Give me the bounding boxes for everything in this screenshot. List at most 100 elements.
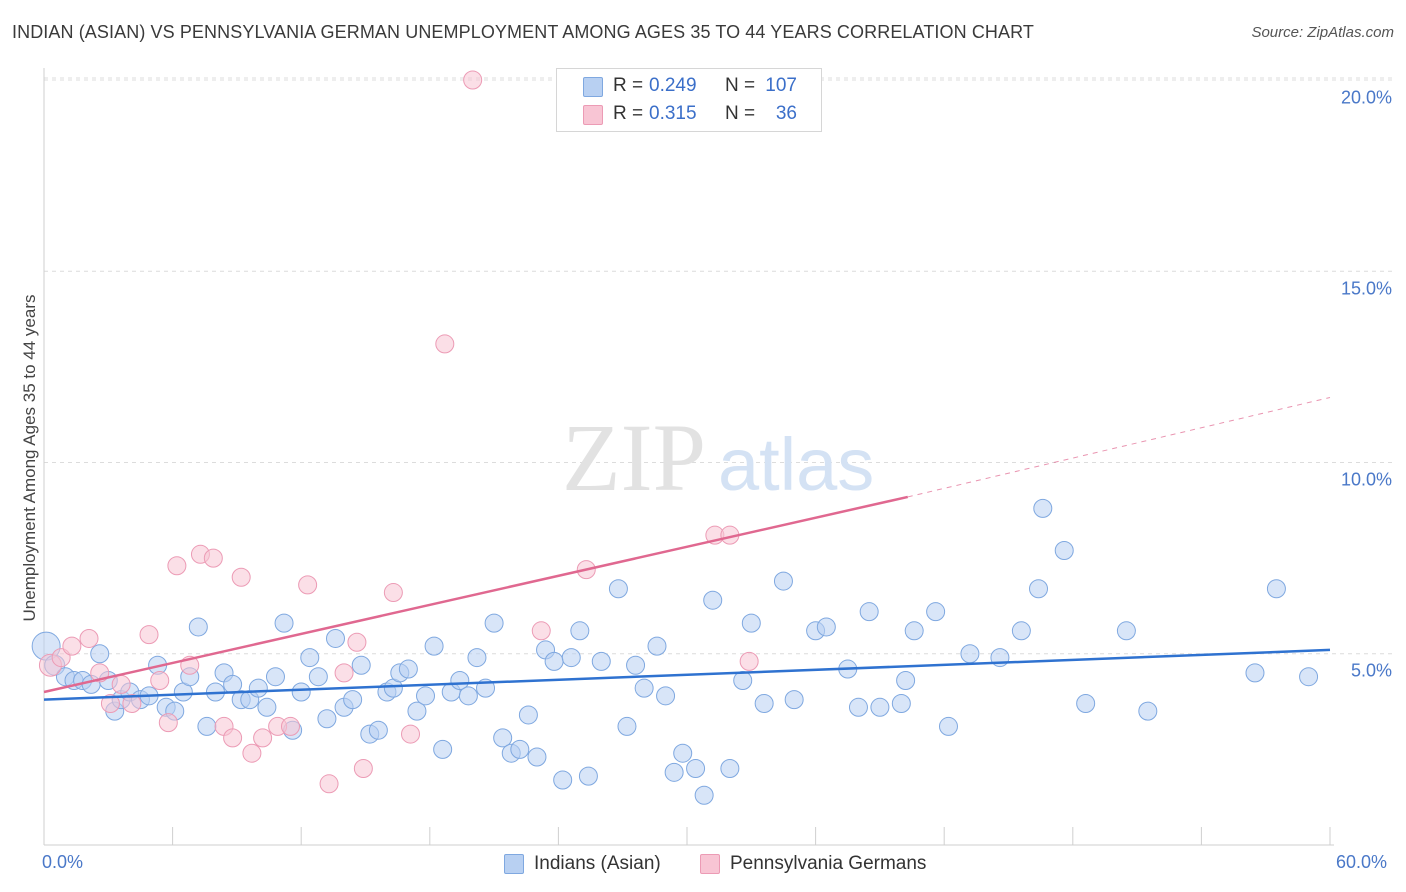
legend-swatch-pink	[583, 105, 603, 125]
x-tick-label: 60.0%	[1336, 852, 1388, 872]
x-tick-label: 0.0%	[42, 852, 84, 872]
watermark: ZIP atlas	[562, 404, 874, 511]
data-point	[100, 693, 120, 713]
trend-lines	[43, 396, 1331, 701]
data-point	[773, 571, 793, 591]
bottom-legend-label-blue: Indians (Asian)	[534, 853, 661, 874]
data-point	[463, 70, 483, 90]
data-point	[1266, 579, 1286, 599]
legend-n-label: N =	[725, 75, 756, 96]
data-point	[334, 663, 354, 683]
legend-r-label: R =	[613, 75, 644, 96]
y-tick-label: 5.0%	[1350, 660, 1392, 681]
data-point	[518, 705, 538, 725]
data-point	[553, 770, 573, 790]
data-point	[158, 713, 178, 733]
data-point	[686, 759, 706, 778]
data-point	[291, 682, 311, 702]
data-point	[634, 678, 654, 698]
data-point	[570, 621, 590, 641]
legend-n-value: 107	[765, 75, 797, 96]
data-point	[1054, 540, 1074, 560]
data-point	[416, 686, 436, 706]
data-point	[150, 671, 170, 691]
data-point	[626, 655, 646, 675]
data-point	[223, 728, 243, 748]
data-point	[1011, 621, 1031, 641]
data-point	[673, 743, 693, 763]
data-point	[298, 575, 318, 595]
data-point	[484, 613, 504, 633]
trend-extension-pennsylvania-germans	[907, 396, 1331, 498]
gridlines	[44, 77, 1394, 655]
data-point	[544, 651, 564, 671]
data-point	[398, 659, 418, 679]
data-point	[253, 728, 273, 748]
data-point	[904, 621, 924, 641]
data-point	[383, 583, 403, 603]
bottom-legend-swatch-blue	[504, 854, 524, 874]
data-point	[188, 617, 208, 637]
data-point	[317, 709, 337, 729]
legend-swatch-blue	[583, 77, 603, 97]
data-point	[1138, 701, 1158, 721]
legend-n-label: N =	[725, 103, 756, 124]
bottom-legend-swatch-pink	[700, 854, 720, 874]
data-point	[891, 693, 911, 713]
data-point	[343, 690, 363, 710]
data-point	[111, 674, 131, 694]
data-point	[938, 716, 958, 736]
data-point	[1299, 667, 1319, 687]
chart-title: INDIAN (ASIAN) VS PENNSYLVANIA GERMAN UN…	[12, 22, 1034, 42]
data-point	[450, 671, 470, 691]
data-point	[319, 774, 339, 794]
data-point	[493, 728, 513, 748]
data-point	[1029, 579, 1049, 599]
data-point	[458, 686, 478, 706]
y-tick-label: 15.0%	[1340, 278, 1392, 299]
data-point	[433, 739, 453, 759]
legend-n-value: 36	[775, 103, 797, 124]
watermark-zip: ZIP	[562, 404, 706, 511]
data-point	[608, 579, 628, 599]
data-point	[1116, 621, 1136, 641]
data-point	[257, 697, 277, 717]
data-point	[280, 716, 300, 736]
data-point	[561, 648, 581, 668]
data-point	[122, 693, 142, 713]
data-point	[407, 701, 427, 721]
bottom-legend-blue: Indians (Asian)	[504, 853, 684, 877]
data-point	[274, 613, 294, 633]
data-point	[248, 678, 268, 698]
data-point	[467, 648, 487, 668]
series-pennsylvania-germans	[38, 70, 759, 794]
bottom-legend-label-pink: Pennsylvania Germans	[730, 853, 927, 874]
data-point	[197, 716, 217, 736]
data-point	[754, 693, 774, 713]
data-point	[62, 636, 82, 656]
data-point	[720, 759, 740, 778]
data-point	[741, 613, 761, 633]
data-point	[510, 739, 530, 759]
data-point	[265, 667, 285, 687]
data-point	[353, 759, 373, 778]
data-point	[960, 644, 980, 664]
data-point	[531, 621, 551, 641]
data-point	[1076, 693, 1096, 713]
data-point	[617, 716, 637, 736]
data-point	[79, 628, 99, 648]
data-point	[870, 697, 890, 717]
data-point	[1245, 663, 1265, 683]
data-point	[859, 602, 879, 622]
data-point	[694, 785, 714, 805]
data-point	[325, 628, 345, 648]
data-point	[926, 602, 946, 622]
data-point	[578, 766, 598, 786]
data-point	[848, 697, 868, 717]
y-axis-label: Unemployment Among Ages 35 to 44 years	[20, 294, 39, 622]
data-point	[664, 762, 684, 782]
trend-line-pennsylvania-germans	[43, 495, 909, 694]
data-point	[231, 567, 251, 587]
data-point	[139, 625, 159, 645]
